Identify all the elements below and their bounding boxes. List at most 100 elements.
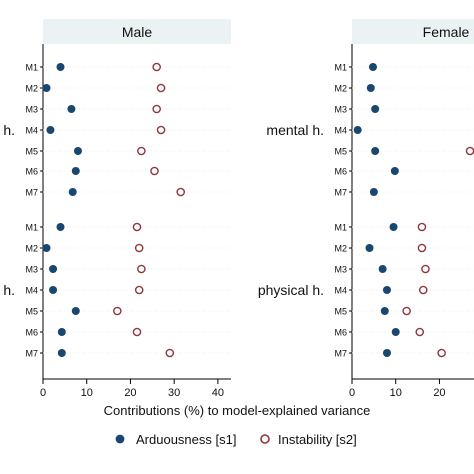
point-instability bbox=[134, 285, 144, 295]
panel-title: Female bbox=[423, 24, 470, 40]
point-instability bbox=[137, 146, 146, 156]
y-tick-label: M3 bbox=[334, 265, 347, 275]
y-tick-label: M1 bbox=[334, 63, 347, 73]
point-arduousness bbox=[46, 126, 55, 134]
y-tick-label: M7 bbox=[25, 349, 38, 359]
group-label: mental h. bbox=[266, 122, 324, 138]
y-tick-label: M2 bbox=[25, 84, 38, 94]
point-arduousness bbox=[382, 349, 391, 357]
point-instability bbox=[165, 348, 175, 358]
point-instability bbox=[156, 125, 166, 135]
point-instability bbox=[176, 187, 186, 197]
y-tick-label: M5 bbox=[25, 147, 38, 157]
group-label: h. bbox=[3, 282, 15, 298]
x-tick-label: 20 bbox=[124, 387, 136, 399]
point-instability bbox=[437, 348, 446, 358]
y-tick-label: M3 bbox=[25, 265, 38, 275]
x-tick-label: 10 bbox=[390, 387, 402, 399]
legend-marker-s2 bbox=[260, 434, 270, 444]
x-tick-label: 0 bbox=[349, 387, 355, 399]
point-arduousness bbox=[71, 167, 80, 175]
y-tick-label: M5 bbox=[25, 307, 38, 317]
x-axis-label: Contributions (%) to model-explained var… bbox=[104, 403, 371, 418]
x-tick-label: 30 bbox=[168, 387, 180, 399]
y-tick-label: M2 bbox=[334, 244, 347, 254]
y-tick-label: M4 bbox=[25, 286, 38, 296]
legend-label-s2: Instability [s2] bbox=[278, 432, 357, 447]
point-instability bbox=[417, 243, 427, 253]
point-arduousness bbox=[353, 126, 362, 134]
point-arduousness bbox=[49, 265, 58, 273]
point-arduousness bbox=[380, 307, 389, 315]
panel-female: Female010203040M1M2M3M4M5M6M7mental h.M1… bbox=[258, 19, 474, 399]
point-arduousness bbox=[389, 223, 398, 231]
point-arduousness bbox=[369, 188, 378, 196]
point-arduousness bbox=[371, 105, 380, 113]
y-tick-label: M2 bbox=[25, 244, 38, 254]
point-arduousness bbox=[57, 349, 66, 357]
point-instability bbox=[156, 83, 166, 93]
point-instability bbox=[150, 166, 159, 176]
y-tick-label: M6 bbox=[25, 167, 38, 177]
legend: Arduousness [s1] Instability [s2] bbox=[115, 432, 357, 447]
point-instability bbox=[402, 306, 411, 316]
y-tick-label: M1 bbox=[25, 223, 38, 233]
point-arduousness bbox=[67, 105, 76, 113]
x-tick-label: 20 bbox=[433, 387, 445, 399]
y-tick-label: M6 bbox=[25, 328, 38, 338]
point-arduousness bbox=[68, 188, 77, 196]
group-label: h. bbox=[3, 122, 15, 138]
point-arduousness bbox=[57, 328, 66, 336]
legend-label-s1: Arduousness [s1] bbox=[136, 432, 236, 447]
panel-header bbox=[352, 19, 474, 44]
point-instability bbox=[415, 327, 425, 337]
point-arduousness bbox=[71, 307, 80, 315]
point-instability bbox=[132, 327, 142, 337]
y-tick-label: M1 bbox=[25, 63, 38, 73]
y-tick-label: M3 bbox=[334, 105, 347, 115]
y-tick-label: M4 bbox=[334, 286, 347, 296]
point-arduousness bbox=[56, 63, 65, 71]
y-tick-label: M6 bbox=[334, 167, 347, 177]
y-tick-label: M7 bbox=[25, 188, 38, 198]
y-tick-label: M2 bbox=[334, 84, 347, 94]
y-tick-label: M7 bbox=[334, 188, 347, 198]
group-label: physical h. bbox=[258, 282, 324, 298]
point-instability bbox=[152, 104, 161, 114]
y-tick-label: M3 bbox=[25, 105, 38, 115]
point-arduousness bbox=[366, 84, 375, 92]
panel-header bbox=[43, 19, 231, 44]
point-arduousness bbox=[378, 265, 387, 273]
x-tick-label: 0 bbox=[40, 387, 46, 399]
y-tick-label: M7 bbox=[334, 349, 347, 359]
point-instability bbox=[132, 222, 142, 232]
point-arduousness bbox=[56, 223, 65, 231]
y-tick-label: M5 bbox=[334, 307, 347, 317]
point-instability bbox=[134, 243, 144, 253]
point-arduousness bbox=[73, 147, 82, 155]
x-tick-label: 40 bbox=[212, 387, 224, 399]
point-instability bbox=[137, 264, 146, 274]
y-tick-label: M4 bbox=[334, 126, 347, 136]
point-instability bbox=[152, 62, 161, 72]
x-tick-label: 10 bbox=[81, 387, 93, 399]
legend-marker-s1 bbox=[115, 434, 125, 444]
point-arduousness bbox=[391, 328, 400, 336]
point-arduousness bbox=[371, 147, 380, 155]
point-arduousness bbox=[368, 63, 377, 71]
point-arduousness bbox=[42, 84, 51, 92]
point-arduousness bbox=[382, 286, 391, 294]
panel-title: Male bbox=[122, 24, 153, 40]
point-instability bbox=[113, 306, 122, 316]
y-tick-label: M6 bbox=[334, 328, 347, 338]
point-arduousness bbox=[49, 286, 58, 294]
point-arduousness bbox=[390, 167, 399, 175]
panel-male: Male 0 10 20 30 40 M1 M2 M3 M4 M5 M6 M7 h. M1 M2 M3 M4 M5 M… bbox=[3, 19, 231, 399]
point-arduousness bbox=[365, 244, 374, 252]
chart-panels: Male 0 10 20 30 40 M1 M2 M3 M4 M5 M6 M7 h. M1 M2 M3 M4 M5 M… bbox=[3, 19, 474, 399]
y-tick-label: M4 bbox=[25, 126, 38, 136]
point-instability bbox=[421, 264, 430, 274]
y-tick-label: M1 bbox=[334, 223, 347, 233]
point-arduousness bbox=[42, 244, 51, 252]
